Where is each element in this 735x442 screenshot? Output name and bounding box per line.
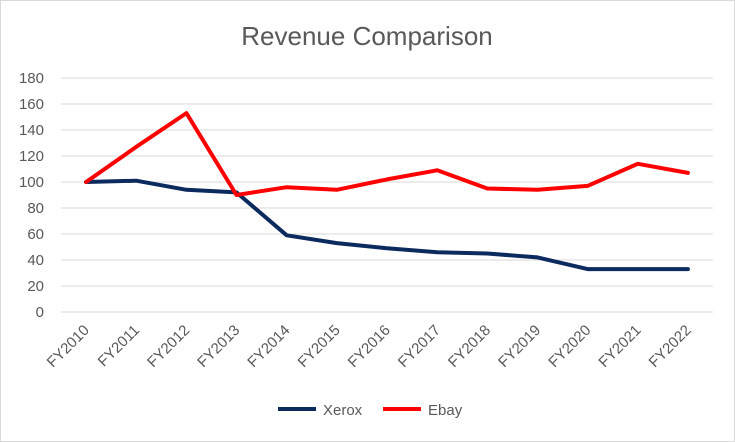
x-tick-label: FY2017 [395,322,444,371]
x-axis-ticks: FY2010 FY2011 FY2012 FY2013 FY2014 FY2015 FY20… [44,322,695,371]
y-tick-label: 160 [19,96,44,113]
series-line-xerox [84,178,690,272]
chart-title: Revenue Comparison [241,21,492,51]
x-tick-label: FY2011 [95,322,143,370]
x-tick-label: FY2016 [345,322,394,371]
x-tick-label: FY2022 [646,322,695,371]
x-tick-label: FY2020 [545,322,594,371]
y-tick-label: 120 [19,148,44,165]
legend: Xerox Ebay [278,402,463,419]
y-tick-label: 100 [19,174,44,191]
x-tick-label: FY2012 [144,322,193,371]
y-tick-label: 40 [27,252,44,269]
x-tick-label: FY2019 [495,322,544,371]
x-tick-label: FY2015 [294,322,343,371]
y-tick-label: 20 [27,278,44,295]
gridlines [61,77,713,313]
legend-label-xerox: Xerox [323,402,363,419]
series-lines [84,111,690,272]
y-tick-label: 180 [19,70,44,87]
y-axis-ticks: 0 20 40 60 80 100 120 140 160 180 [19,70,44,321]
x-tick-label: FY2013 [194,322,243,371]
x-tick-label: FY2014 [244,322,293,371]
x-tick-label: FY2021 [595,322,644,371]
y-tick-label: 80 [27,200,44,217]
series-line-ebay [84,111,690,197]
legend-label-ebay: Ebay [428,402,463,419]
y-tick-label: 0 [36,304,44,321]
x-tick-label: FY2018 [445,322,494,371]
y-tick-label: 140 [19,122,44,139]
y-tick-label: 60 [27,226,44,243]
x-tick-label: FY2010 [44,322,93,371]
